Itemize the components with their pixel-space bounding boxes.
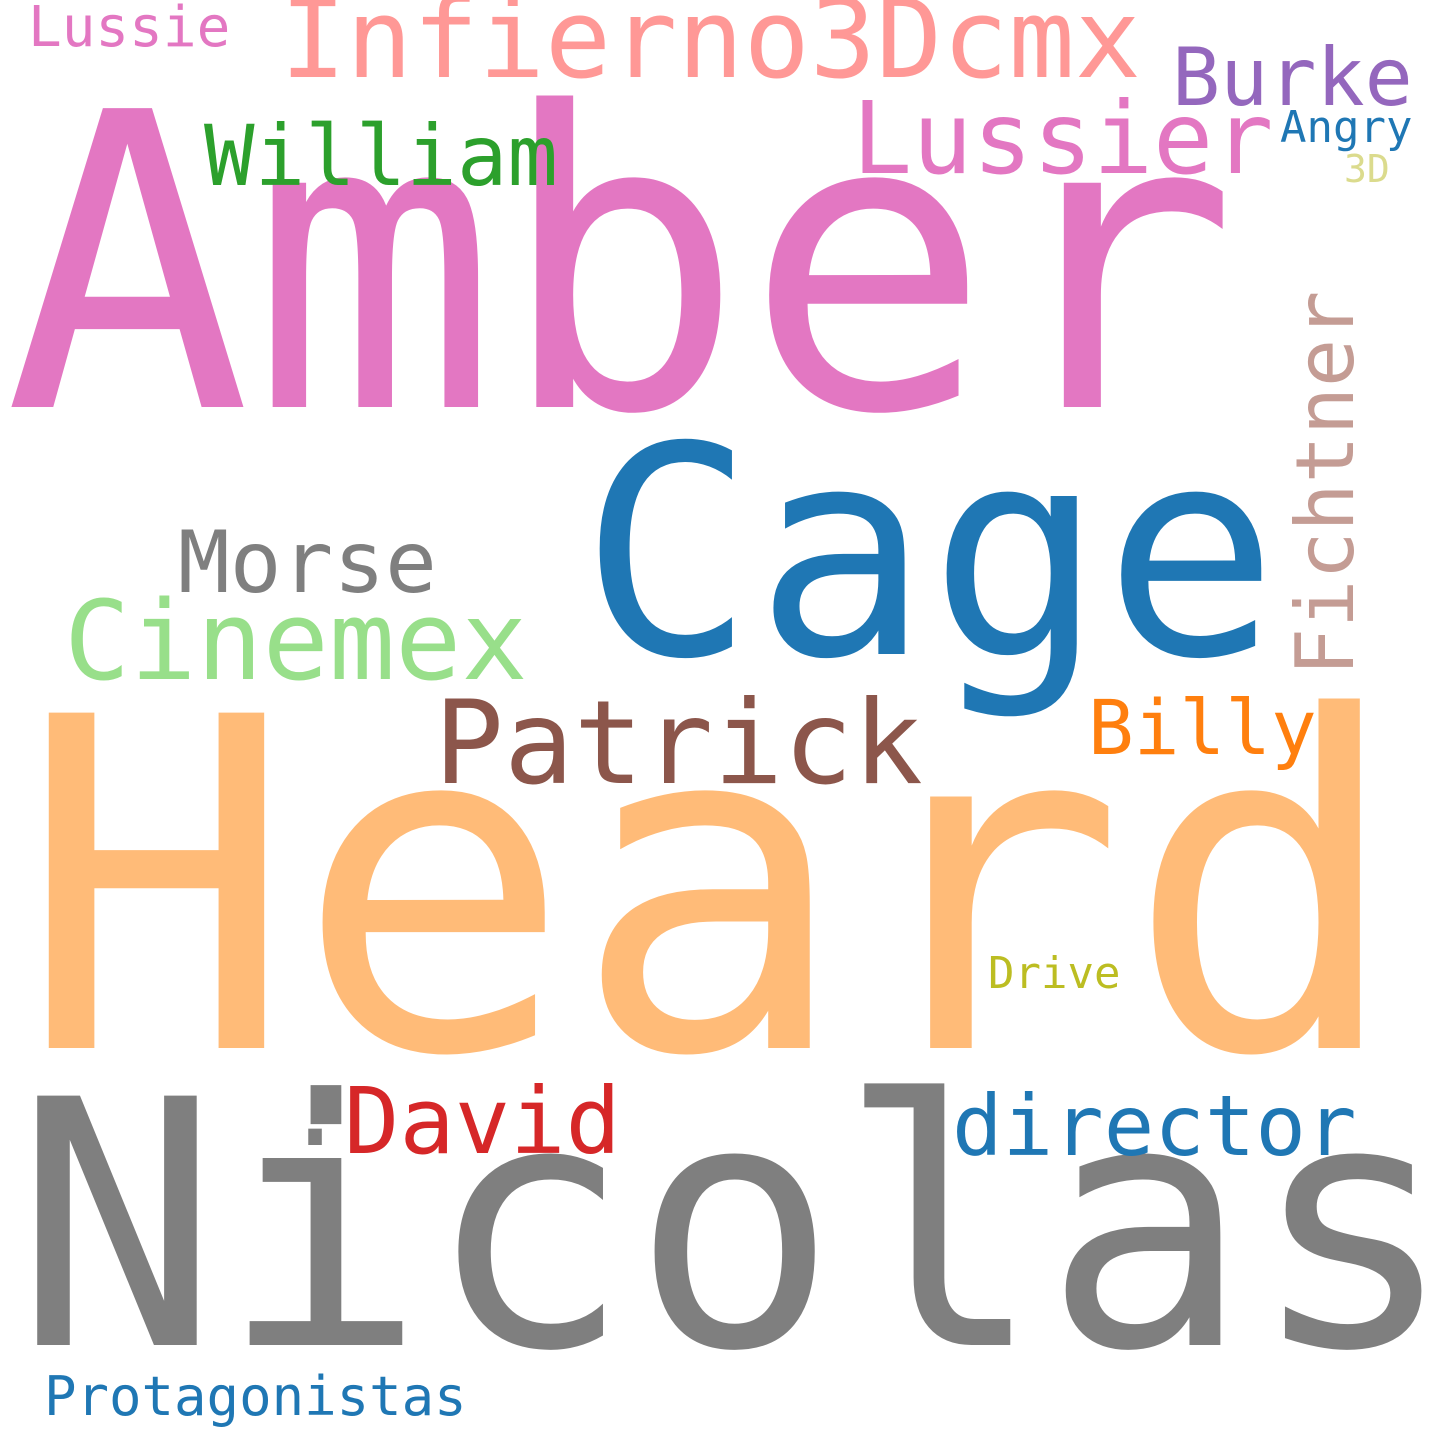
word-dot: . [282,1043,349,1171]
word-angry: Angry [1280,102,1413,153]
word-billy: Billy [1088,683,1317,772]
word-patrick: Patrick [434,676,923,811]
word-william: William [204,107,559,205]
word-drive: Drive [988,948,1121,999]
word-3d: 3D [1344,147,1390,191]
word-lussie: Lussie [28,0,231,60]
word-heard: Heard [18,622,1403,1157]
word-amber: Amber [4,26,1239,504]
word-cinemex: Cinemex [64,577,528,705]
word-director: director [952,1077,1357,1175]
word-cage: Cage [580,386,1279,723]
word-lussier: Lussier [852,80,1274,197]
word-david: David [344,1068,621,1175]
word-nicolas: Nicolas [14,1028,1440,1426]
word-infierno3dcmx: Infierno3Dcmx [280,0,1141,103]
word-burke: Burke [1172,31,1413,124]
word-morse: Morse [178,513,437,613]
word-protagonistas: Protagonistas [44,1365,467,1428]
word-fichtner: Fichtner [1279,290,1372,676]
